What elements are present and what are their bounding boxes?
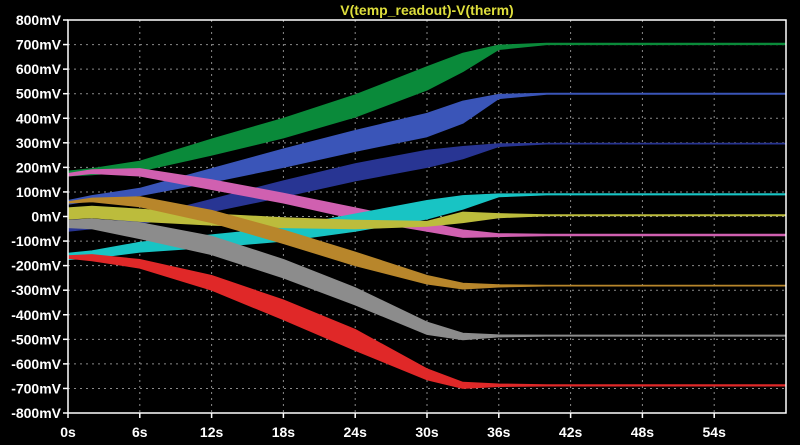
y-tick-label: -600mV <box>11 356 61 372</box>
y-tick-label: -700mV <box>11 380 61 396</box>
y-tick-label: -500mV <box>11 331 61 347</box>
x-tick-label: 36s <box>487 424 511 440</box>
y-tick-label: 300mV <box>16 135 62 151</box>
y-axis-ticks: 800mV 700mV 600mV 500mV 400mV 300mV 200mV 100mV… <box>11 12 68 421</box>
y-tick-label: 400mV <box>16 110 62 126</box>
y-tick-label: 800mV <box>16 12 62 28</box>
x-axis-ticks: 0s 6s 12s 18s 24s 30s 36s 42s 48s 54s <box>60 413 726 440</box>
x-tick-label: 18s <box>272 424 296 440</box>
x-tick-label: 12s <box>200 424 224 440</box>
series-bands <box>67 42 787 389</box>
y-tick-label: 600mV <box>16 61 62 77</box>
y-tick-label: 0mV <box>31 209 61 225</box>
y-tick-label: -100mV <box>11 233 61 249</box>
y-tick-label: 200mV <box>16 159 62 175</box>
y-tick-label: -200mV <box>11 258 61 274</box>
y-tick-label: -300mV <box>11 282 61 298</box>
y-tick-label: 700mV <box>16 37 62 53</box>
x-tick-label: 30s <box>415 424 439 440</box>
y-tick-label: -800mV <box>11 405 61 421</box>
x-tick-label: 24s <box>344 424 368 440</box>
y-tick-label: 500mV <box>16 86 62 102</box>
y-tick-label: 100mV <box>16 184 62 200</box>
x-tick-label: 54s <box>703 424 727 440</box>
x-tick-label: 6s <box>132 424 148 440</box>
x-tick-label: 48s <box>631 424 655 440</box>
y-tick-label: -400mV <box>11 307 61 323</box>
chart-title: V(temp_readout)-V(therm) <box>340 2 513 18</box>
x-tick-label: 42s <box>559 424 583 440</box>
x-tick-label: 0s <box>60 424 76 440</box>
